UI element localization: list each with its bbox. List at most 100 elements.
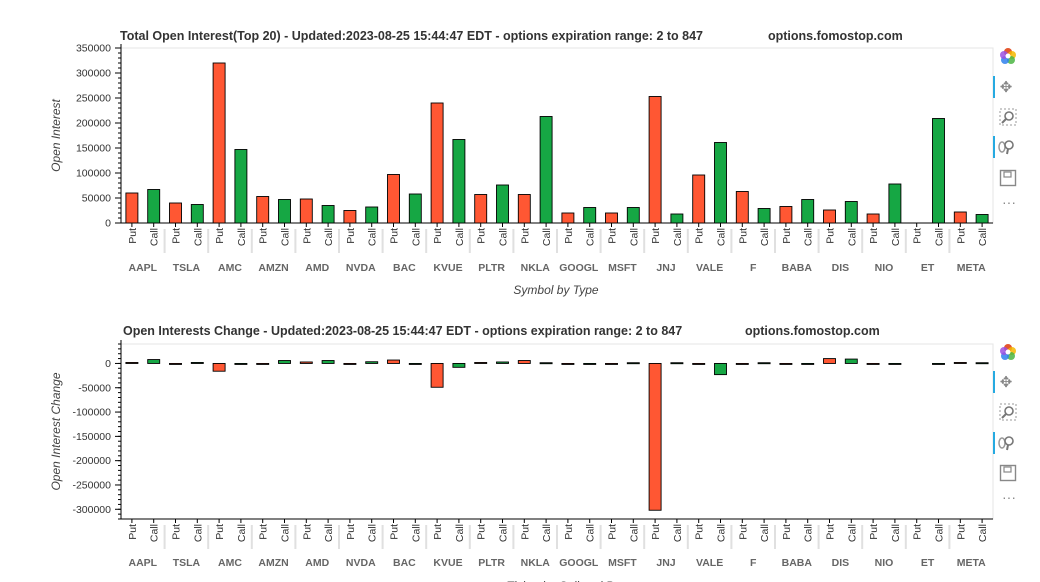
x-category-label: AMZN <box>258 262 288 274</box>
wheel-zoom-icon[interactable] <box>993 136 1017 158</box>
save-icon[interactable] <box>997 462 1019 484</box>
x-type-label: Put <box>432 228 444 244</box>
x-type-label: Put <box>737 524 749 540</box>
bar-call-pltr <box>496 361 509 364</box>
x-type-label: Call <box>934 524 946 542</box>
bar-call-msft <box>626 362 640 365</box>
x-type-label: Put <box>955 228 967 244</box>
x-type-label: Put <box>519 524 531 540</box>
bar-call-nio <box>888 362 902 365</box>
x-category-label: BAC <box>393 557 416 569</box>
bar-call-tsla <box>190 204 204 224</box>
bar-call-baba <box>801 362 815 365</box>
bar-put-f <box>735 191 749 224</box>
x-type-label: Put <box>476 524 488 540</box>
x-type-label: Put <box>607 524 619 540</box>
bar-put-msft <box>605 362 618 365</box>
x-type-label: Put <box>737 228 749 244</box>
y-tick-label: -300000 <box>72 504 111 516</box>
bar-put-tsla <box>169 362 182 365</box>
bar-put-tsla <box>169 202 182 224</box>
bar-call-amd <box>321 360 335 364</box>
bar-call-kvue <box>452 362 466 368</box>
x-type-label: Call <box>628 524 640 542</box>
x-type-label: Put <box>389 524 401 540</box>
x-type-label: Put <box>214 228 226 244</box>
bar-put-nkla <box>517 360 531 364</box>
more-icon[interactable]: ··· <box>1002 489 1016 505</box>
x-category-label: META <box>957 262 986 274</box>
bar-put-aapl <box>125 362 139 364</box>
bar-put-nvda <box>343 362 357 365</box>
x-type-label: Put <box>781 228 793 244</box>
pan-icon[interactable]: ✥ <box>993 76 1017 98</box>
bar-put-nvda <box>343 210 357 224</box>
x-category-label: ET <box>921 262 935 274</box>
bar-put-nio <box>866 213 880 224</box>
pan-icon[interactable]: ✥ <box>993 371 1017 393</box>
x-type-label: Call <box>498 228 510 246</box>
y-tick-label: 0 <box>105 358 111 370</box>
box-zoom-icon[interactable] <box>997 106 1019 128</box>
x-type-label: Call <box>716 524 728 542</box>
y-tick-label: 50000 <box>82 193 111 205</box>
x-type-label: Call <box>280 524 292 542</box>
x-category-label: KVUE <box>433 262 462 274</box>
x-category-label: GOOGL <box>559 557 599 569</box>
x-type-label: Call <box>759 524 771 542</box>
x-category-label: PLTR <box>478 262 505 274</box>
x-type-label: Put <box>389 228 401 244</box>
x-type-label: Put <box>912 524 924 540</box>
bar-call-nkla <box>539 116 553 224</box>
bar-call-amzn <box>278 199 291 224</box>
x-category-label: KVUE <box>433 557 462 569</box>
y-tick-label: 0 <box>105 218 111 230</box>
x-type-label: Put <box>563 524 575 540</box>
x-type-label: Put <box>607 228 619 244</box>
x-type-label: Put <box>258 524 270 540</box>
x-type-label: Call <box>367 524 379 542</box>
x-type-label: Call <box>759 228 771 246</box>
x-category-label: NIO <box>875 262 894 274</box>
bar-put-baba <box>779 362 793 365</box>
x-category-label: AMC <box>218 557 242 569</box>
bar-call-amc <box>234 149 248 224</box>
bar-call-kvue <box>452 139 466 224</box>
x-type-label: Put <box>650 524 662 540</box>
bar-call-tsla <box>190 362 204 364</box>
bar-call-vale <box>714 362 727 376</box>
x-type-label: Call <box>410 228 422 246</box>
bar-call-bac <box>408 362 422 365</box>
x-category-label: JNJ <box>656 557 675 569</box>
x-type-label: Call <box>890 524 902 542</box>
more-icon[interactable]: ··· <box>1002 194 1016 210</box>
x-type-label: Put <box>127 228 139 244</box>
x-category-label: DIS <box>832 557 850 569</box>
x-category-label: DIS <box>832 262 850 274</box>
x-type-label: Call <box>149 524 161 542</box>
bokeh-logo-icon[interactable] <box>997 45 1019 67</box>
bar-put-baba <box>779 206 793 224</box>
y-axis-label: Open Interest <box>49 98 63 171</box>
chart-title: Open Interests Change - Updated:2023-08-… <box>123 324 682 338</box>
box-zoom-icon[interactable] <box>997 401 1019 423</box>
bokeh-logo-icon[interactable] <box>997 341 1019 363</box>
bar-put-msft <box>605 212 618 224</box>
x-type-label: Put <box>781 524 793 540</box>
wheel-zoom-icon[interactable] <box>993 432 1017 454</box>
x-type-label: Call <box>192 228 204 246</box>
x-type-label: Call <box>803 524 815 542</box>
bar-call-vale <box>714 142 727 224</box>
y-tick-label: 100000 <box>76 168 111 180</box>
x-category-label: NVDA <box>346 557 376 569</box>
y-tick-label: 150000 <box>76 143 111 155</box>
bar-call-aapl <box>147 359 161 364</box>
x-category-label: AAPL <box>129 557 158 569</box>
x-category-label: MSFT <box>608 262 637 274</box>
x-category-label: NVDA <box>346 262 376 274</box>
save-icon[interactable] <box>997 167 1019 189</box>
bar-put-vale <box>692 362 706 365</box>
x-type-label: Call <box>977 228 989 246</box>
bar-put-amc <box>212 62 226 224</box>
bar-put-amd <box>299 198 313 224</box>
